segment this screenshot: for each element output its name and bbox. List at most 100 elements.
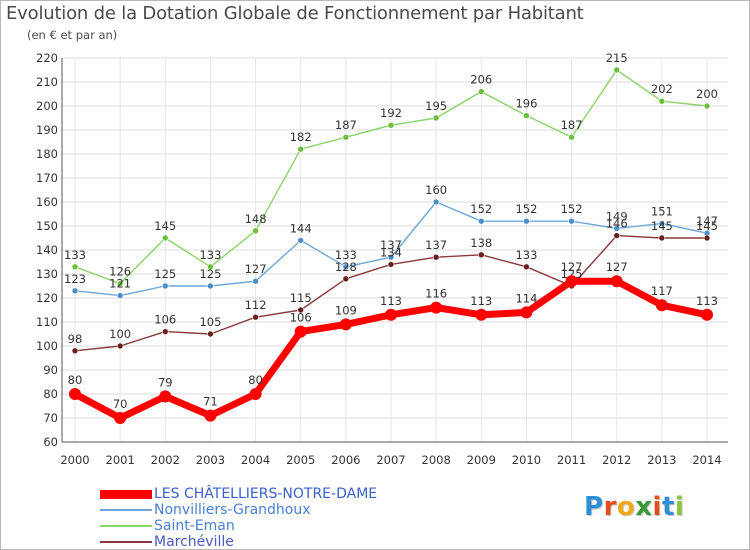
data-point: [610, 275, 623, 288]
x-tick-label: 2014: [692, 453, 721, 467]
y-tick-label: 60: [43, 435, 58, 449]
data-point: [116, 280, 124, 287]
data-point: [342, 133, 350, 141]
legend-swatch: [100, 509, 152, 511]
y-tick-label: 140: [36, 243, 58, 257]
x-tick-label: 2004: [241, 453, 270, 467]
data-point: [249, 388, 262, 400]
data-point: [658, 97, 666, 105]
data-point: [116, 342, 124, 350]
legend-swatch: [100, 489, 152, 499]
data-label: 152: [470, 202, 492, 216]
data-label: 215: [606, 51, 628, 65]
data-point: [385, 308, 397, 321]
data-label: 106: [154, 313, 176, 327]
logo-letter: o: [616, 492, 636, 522]
data-label: 133: [335, 248, 357, 262]
data-label: 125: [561, 267, 583, 281]
y-tick-label: 180: [36, 147, 58, 161]
data-point: [432, 198, 440, 206]
data-label: 113: [696, 294, 718, 308]
legend-label: Nonvilliers-Grandhoux: [154, 502, 311, 518]
x-tick-label: 2001: [106, 453, 135, 467]
y-tick-label: 170: [36, 171, 58, 185]
data-point: [658, 220, 666, 227]
data-point: [477, 217, 485, 225]
data-label: 187: [561, 118, 583, 132]
x-tick-label: 2011: [557, 453, 586, 467]
series-les-ch-telliers-notre-dame: 80 70 79 71 80 106 109 113 116 113 114 127 127 117 113: [68, 260, 718, 424]
data-label: 145: [696, 219, 718, 233]
data-point: [477, 88, 485, 95]
data-label: 151: [651, 205, 673, 219]
x-tick-label: 2005: [286, 453, 315, 467]
data-label: 127: [561, 260, 583, 274]
data-point: [523, 112, 530, 119]
data-label: 105: [199, 315, 221, 329]
data-label: 144: [290, 221, 312, 235]
legend-label: Marchéville: [154, 534, 234, 550]
data-label: 145: [154, 219, 176, 233]
y-tick-label: 120: [36, 291, 58, 305]
data-label: 125: [154, 267, 176, 281]
logo-letter: r: [603, 492, 617, 522]
data-label: 70: [113, 397, 128, 411]
data-point: [387, 253, 395, 261]
y-tick-label: 110: [36, 315, 58, 329]
data-label: 121: [109, 277, 131, 291]
data-point: [613, 66, 621, 74]
data-point: [116, 292, 124, 299]
data-label: 115: [290, 291, 312, 305]
data-label: 196: [515, 97, 537, 111]
data-label: 152: [515, 202, 537, 216]
series-saint-eman: 133 126 145 133 148 182 187 192 195 206 196 187 215 2…: [64, 51, 718, 287]
data-point: [387, 261, 395, 268]
data-point: [342, 263, 350, 271]
data-label: 79: [158, 375, 173, 389]
y-tick-label: 90: [43, 363, 58, 377]
data-label: 114: [515, 291, 537, 305]
data-label: 146: [606, 217, 628, 231]
y-tick-label: 130: [36, 267, 58, 281]
logo-letter: P: [584, 492, 604, 522]
legend-item: LES CHÂTELLIERS-NOTRE-DAME: [100, 486, 377, 502]
y-tick-label: 80: [43, 387, 58, 401]
data-point: [387, 121, 395, 129]
data-label: 206: [470, 73, 492, 87]
data-label: 149: [606, 209, 628, 223]
data-point: [207, 330, 214, 338]
x-tick-label: 2006: [331, 453, 360, 467]
data-point: [703, 234, 711, 242]
data-label: 127: [606, 260, 628, 274]
logo-letter: x: [635, 492, 653, 522]
data-point: [523, 263, 530, 271]
data-point: [207, 263, 214, 271]
y-tick-label: 100: [36, 339, 58, 353]
x-tick-label: 2003: [196, 453, 225, 467]
data-point: [568, 217, 575, 225]
data-point: [432, 114, 440, 122]
data-point: [161, 328, 169, 335]
legend-label: Saint-Eman: [154, 518, 235, 534]
data-point: [159, 390, 172, 403]
data-label: 113: [380, 294, 402, 308]
data-label: 133: [199, 248, 221, 262]
x-tick-label: 2007: [376, 453, 405, 467]
x-tick-label: 2013: [647, 453, 676, 467]
data-point: [71, 287, 79, 295]
data-point: [71, 263, 79, 271]
data-point: [342, 275, 350, 283]
data-point: [475, 308, 488, 321]
logo-letter: i: [674, 492, 685, 522]
chart-title: Evolution de la Dotation Globale de Fonc…: [6, 3, 584, 24]
data-label: 71: [203, 395, 218, 409]
data-label: 80: [248, 373, 263, 387]
data-label: 152: [561, 202, 583, 216]
data-label: 145: [651, 219, 673, 233]
data-label: 187: [335, 118, 357, 132]
chart-subtitle: (en € et par an): [27, 28, 118, 42]
data-label: 134: [380, 245, 402, 259]
legend-label: LES CHÂTELLIERS-NOTRE-DAME: [154, 486, 378, 502]
data-label: 138: [470, 236, 492, 250]
